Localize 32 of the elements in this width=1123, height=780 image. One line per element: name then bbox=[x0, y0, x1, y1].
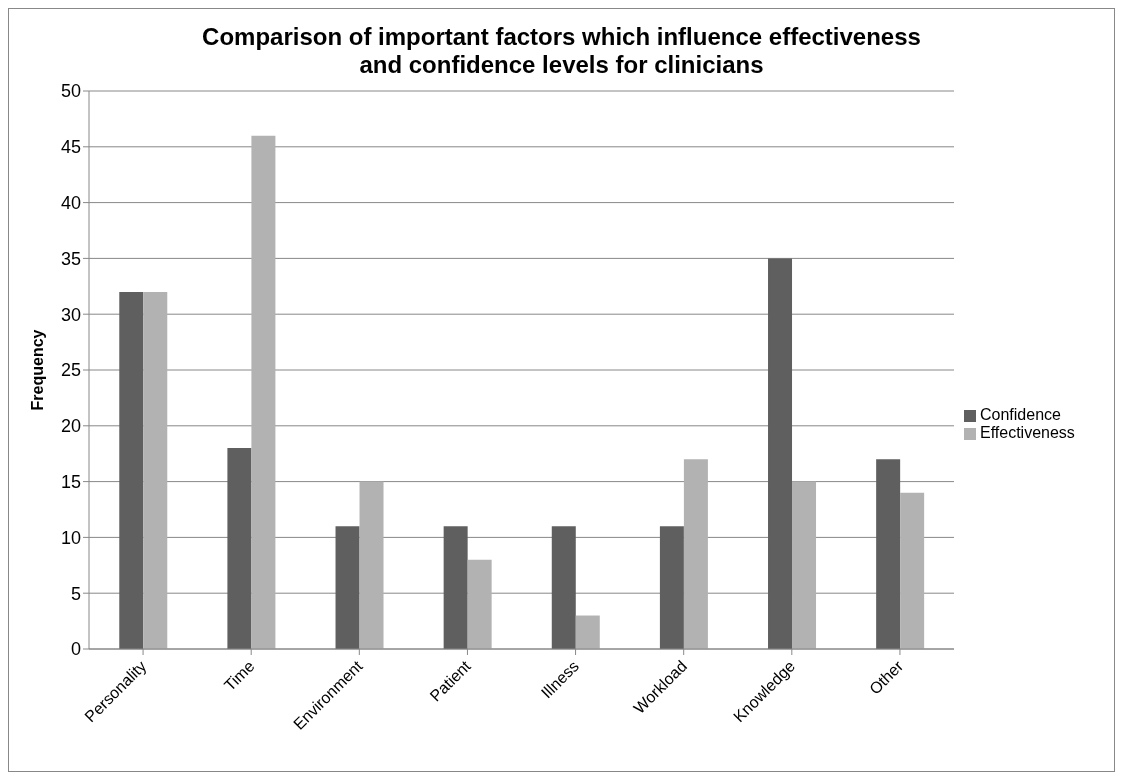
y-axis-title: Frequency bbox=[28, 329, 46, 411]
bar bbox=[768, 258, 793, 649]
bar bbox=[792, 481, 817, 649]
legend-label: Confidence bbox=[980, 406, 1061, 423]
bar bbox=[659, 526, 684, 649]
y-tick-label: 40 bbox=[60, 192, 81, 213]
bar bbox=[227, 448, 252, 649]
bar bbox=[876, 459, 901, 649]
y-tick-label: 15 bbox=[60, 471, 81, 492]
bar bbox=[900, 492, 925, 649]
y-tick-label: 10 bbox=[60, 527, 81, 548]
y-tick-label: 20 bbox=[60, 416, 81, 437]
bar bbox=[551, 526, 576, 649]
legend-label: Effectiveness bbox=[980, 424, 1075, 441]
y-tick-label: 5 bbox=[70, 583, 81, 604]
y-tick-label: 45 bbox=[60, 137, 81, 158]
bar bbox=[359, 481, 384, 649]
bar bbox=[251, 135, 276, 649]
x-tick-label: Time bbox=[220, 657, 258, 695]
y-tick-label: 0 bbox=[70, 639, 81, 660]
bar bbox=[443, 526, 468, 649]
y-tick-label: 35 bbox=[60, 248, 81, 269]
bar bbox=[119, 291, 144, 649]
bar bbox=[683, 459, 708, 649]
y-tick-label: 30 bbox=[60, 304, 81, 325]
y-tick-label: 50 bbox=[60, 81, 81, 102]
bar bbox=[335, 526, 360, 649]
y-tick-label: 25 bbox=[60, 360, 81, 381]
bar bbox=[467, 559, 492, 649]
chart-title: Comparison of important factors which influence effectiveness and confidence levels for clinicians bbox=[201, 22, 922, 79]
bar bbox=[143, 291, 168, 649]
bar bbox=[575, 615, 600, 649]
